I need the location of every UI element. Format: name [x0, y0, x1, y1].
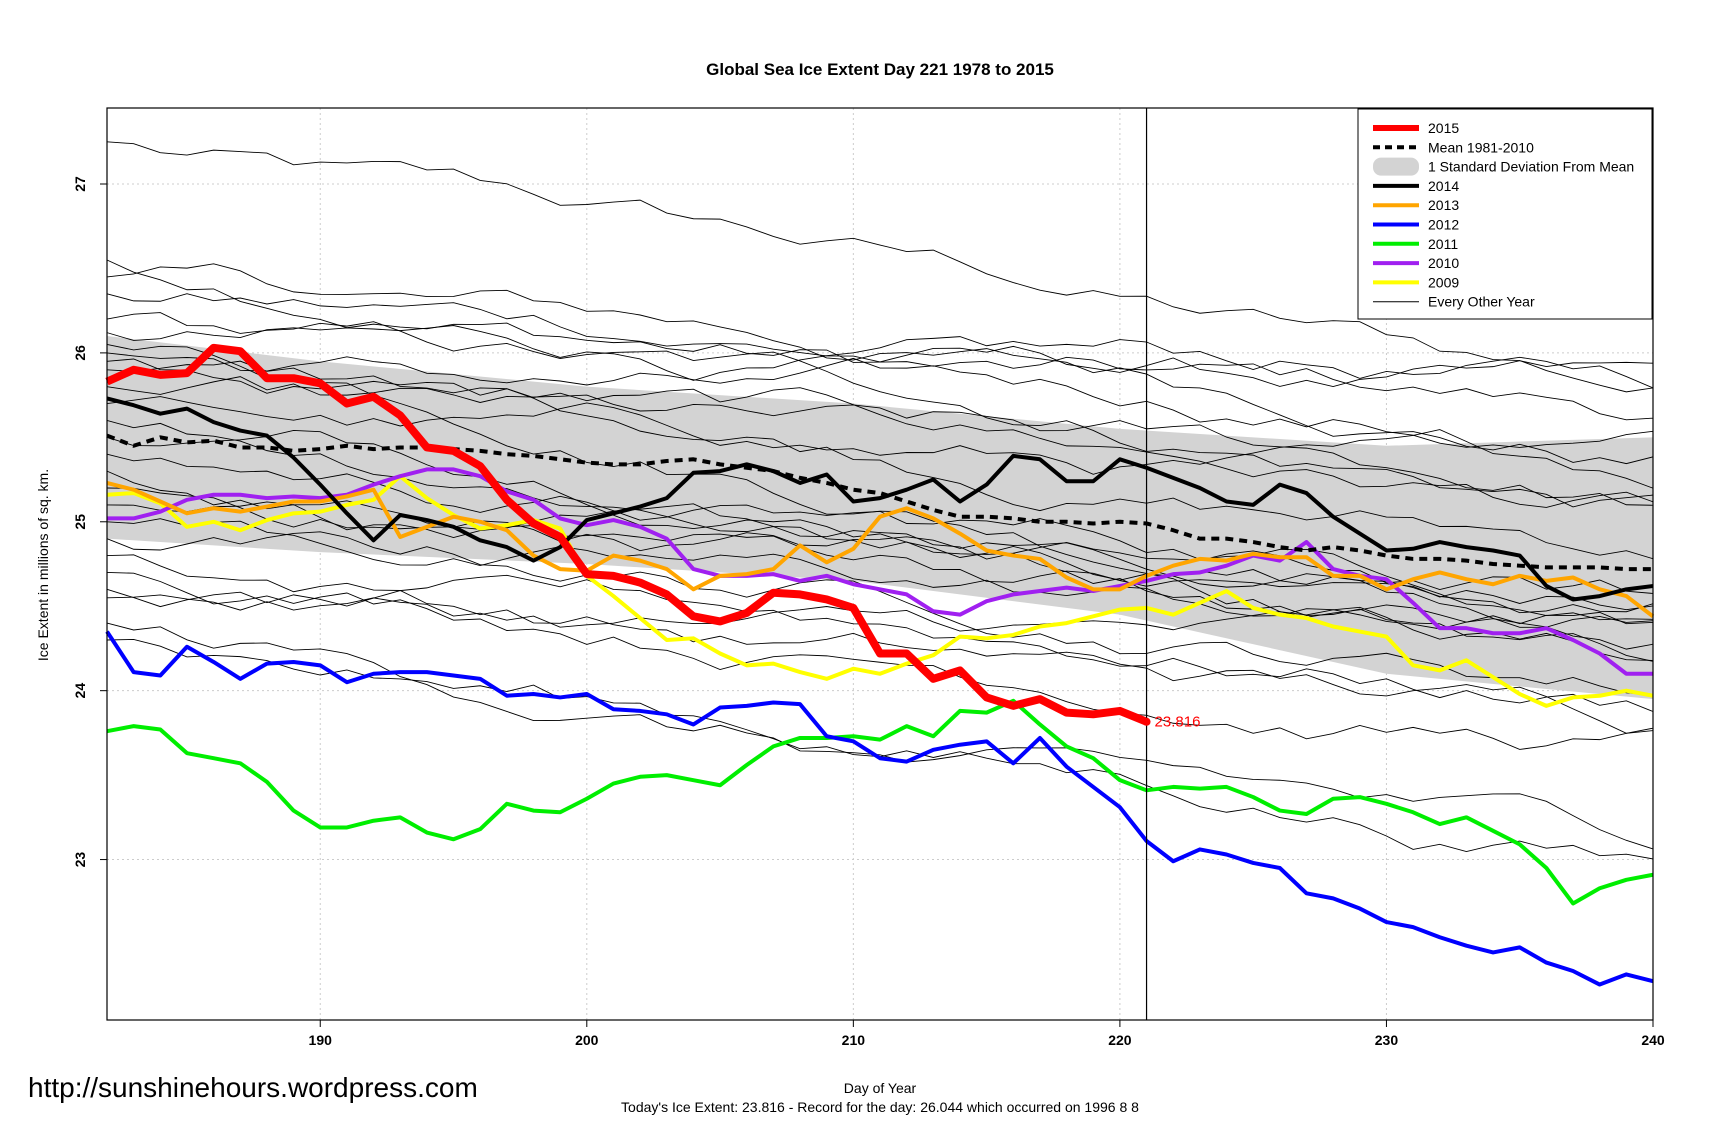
- chart-title: Global Sea Ice Extent Day 221 1978 to 20…: [706, 60, 1054, 79]
- y-axis-label: Ice Extent in millions of sq. km.: [35, 469, 51, 661]
- other-year-line: [106, 554, 1654, 734]
- other-year-line: [106, 325, 1654, 389]
- series-line-2011: [106, 698, 1654, 906]
- x-axis: 190 200 210 220 230 240: [309, 1020, 1665, 1048]
- other-year-line: [106, 500, 1654, 628]
- x-tick-label: 220: [1108, 1032, 1132, 1048]
- current-value-label: 23.816: [1155, 714, 1201, 731]
- legend-label: 2009: [1428, 274, 1459, 290]
- y-axis: 23 24 25 26 27: [72, 176, 107, 867]
- legend-label: 2011: [1428, 236, 1458, 252]
- plot-frame: [106, 107, 1654, 1021]
- x-axis-label: Day of Year: [844, 1080, 917, 1096]
- other-year-line: [106, 358, 1654, 560]
- other-year-line: [106, 531, 1654, 696]
- other-year-line: [106, 376, 1654, 506]
- other-year-line: [106, 293, 1654, 388]
- series-lines: [105, 343, 1655, 987]
- legend-label: 2013: [1428, 197, 1459, 213]
- other-year-line: [106, 396, 1654, 489]
- footer-summary: Today's Ice Extent: 23.816 - Record for …: [621, 1099, 1139, 1115]
- x-tick-label: 240: [1641, 1032, 1665, 1048]
- other-year-line: [106, 352, 1654, 448]
- other-year-line: [106, 574, 1654, 712]
- y-tick-label: 24: [72, 683, 88, 699]
- other-year-line: [106, 622, 1654, 850]
- other-year-line: [106, 263, 1654, 465]
- series-line-mean-1981-2010: [106, 433, 1653, 572]
- series-line-2012: [105, 630, 1654, 987]
- y-tick-label: 26: [72, 345, 88, 361]
- legend: 2015 Mean 1981-2010 1 Standard Deviation F…: [1357, 108, 1653, 320]
- legend-label: 1 Standard Deviation From Mean: [1428, 159, 1634, 175]
- x-tick-label: 190: [309, 1032, 333, 1048]
- series-line-2015: [105, 343, 1149, 726]
- other-year-line: [106, 312, 1654, 508]
- current-value-point: [1142, 717, 1151, 726]
- other-year-line: [106, 141, 1654, 393]
- series-line-2009: [106, 474, 1654, 708]
- x-tick-label: 230: [1375, 1032, 1399, 1048]
- legend-label: 2012: [1428, 217, 1459, 233]
- other-year-line: [106, 470, 1654, 594]
- series-line-2014: [106, 396, 1654, 602]
- other-year-line: [106, 594, 1654, 632]
- other-year-line: [106, 429, 1654, 614]
- other-years-lines: [106, 141, 1654, 860]
- y-tick-label: 27: [72, 176, 88, 192]
- x-tick-label: 210: [842, 1032, 866, 1048]
- series-line-2013: [106, 480, 1655, 618]
- x-tick-label: 200: [575, 1032, 599, 1048]
- y-tick-label: 25: [72, 514, 88, 530]
- legend-label: 2014: [1428, 178, 1459, 194]
- y-tick-label: 23: [72, 852, 88, 868]
- source-url: http://sunshinehours.wordpress.com: [28, 1072, 478, 1103]
- legend-label: Every Other Year: [1428, 294, 1535, 310]
- legend-swatch-band: [1373, 157, 1419, 176]
- other-year-line: [106, 518, 1654, 650]
- legend-label: 2015: [1428, 120, 1459, 136]
- legend-label: 2010: [1428, 255, 1459, 271]
- other-year-line: [106, 420, 1654, 662]
- other-year-line: [106, 360, 1654, 508]
- legend-label: Mean 1981-2010: [1428, 139, 1534, 155]
- other-year-line: [106, 453, 1654, 621]
